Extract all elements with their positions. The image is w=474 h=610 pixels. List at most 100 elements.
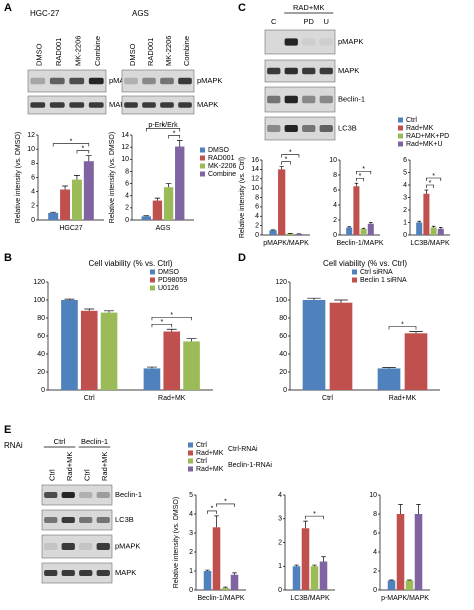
legend-swatch xyxy=(398,117,403,123)
blot-strip xyxy=(41,509,113,531)
error-bar xyxy=(165,183,172,188)
blot-band xyxy=(267,95,281,104)
blot-band xyxy=(142,102,156,108)
y-tick-label: 60 xyxy=(37,333,45,340)
y-tick-label: 3 xyxy=(189,530,193,537)
y-tick-label: 8 xyxy=(31,160,35,167)
blot-row-label: pMAPK xyxy=(115,541,140,550)
error-bar xyxy=(186,338,197,342)
bar xyxy=(60,189,71,220)
blot-band xyxy=(44,517,58,523)
blot-strip xyxy=(264,116,336,141)
legend-label: Ctrl xyxy=(196,442,207,449)
chart-title: Cell viability (% vs. Ctrl) xyxy=(88,259,172,268)
blot-band xyxy=(178,77,192,85)
blot-band xyxy=(96,492,110,498)
lane-label: MK-2206 xyxy=(74,36,83,66)
bar xyxy=(163,331,181,390)
bar xyxy=(396,514,405,590)
legend-label: Ctrl siRNA xyxy=(360,269,393,276)
y-tick-label: 10 xyxy=(27,146,35,153)
y-tick-label: 4 xyxy=(31,189,35,196)
blot-band xyxy=(61,543,75,550)
error-bar xyxy=(154,197,161,201)
blot-band xyxy=(49,102,65,108)
blot-strip xyxy=(27,69,107,93)
bar xyxy=(367,223,374,235)
error-bar xyxy=(205,569,210,571)
bar xyxy=(353,186,360,235)
bar xyxy=(310,566,319,590)
blot-band xyxy=(79,492,93,498)
blot-strip xyxy=(121,95,195,115)
bar xyxy=(48,212,59,220)
legend-label: DMSO xyxy=(158,269,180,276)
blot-band xyxy=(44,492,58,498)
blot-band xyxy=(284,67,298,75)
blot-band xyxy=(79,543,93,550)
y-tick-label: 60 xyxy=(279,333,287,340)
lane-label: Combine xyxy=(182,36,191,66)
error-bar xyxy=(176,140,183,147)
bar xyxy=(183,341,200,390)
y-tick-label: 4 xyxy=(189,511,193,518)
blot-strip xyxy=(264,59,336,83)
blot-band xyxy=(96,543,110,550)
y-tick-label: 2 xyxy=(125,205,129,212)
bar xyxy=(221,588,230,590)
y-tick-label: 0 xyxy=(403,232,407,239)
legend-swatch xyxy=(200,163,205,169)
blot-band xyxy=(302,125,316,132)
significance-label: * xyxy=(401,321,404,328)
blot-band xyxy=(30,77,46,85)
significance-bracket xyxy=(52,143,90,147)
blot-row-label: LC3B xyxy=(338,123,357,132)
blot-band xyxy=(96,570,110,576)
x-tick-label: Beclin-1/MAPK xyxy=(336,240,383,247)
lane-label: MK-2206 xyxy=(164,36,173,66)
legend-label: RAD+MK+PD xyxy=(406,133,449,140)
legend-swatch xyxy=(188,442,193,448)
bar xyxy=(423,193,430,235)
panel-label: C xyxy=(238,2,246,14)
lane-group: Ctrl xyxy=(54,437,66,446)
legend-label: Beclin 1 siRNA xyxy=(360,277,407,284)
x-tick-label: Beclin-1/MAPK xyxy=(197,595,244,602)
legend-swatch xyxy=(200,147,205,153)
y-tick-label: 100 xyxy=(33,297,45,304)
y-tick-label: 0 xyxy=(283,387,287,394)
significance-label: * xyxy=(362,166,365,173)
error-bar xyxy=(424,189,429,194)
error-bar xyxy=(166,328,177,332)
significance-bracket xyxy=(207,510,217,514)
y-axis-label: Relative intensity (vs. DMSO) xyxy=(109,132,116,223)
blot-band xyxy=(160,77,174,85)
y-tick-label: 12 xyxy=(251,176,259,183)
y-tick-label: 0 xyxy=(333,232,337,239)
blot-band xyxy=(88,102,104,108)
y-tick-label: 2 xyxy=(278,539,282,546)
legend-swatch xyxy=(352,277,357,283)
y-tick-label: 6 xyxy=(255,204,259,211)
legend-label: PD98059 xyxy=(158,277,187,284)
significance-bracket xyxy=(356,177,364,182)
error-bar xyxy=(417,220,421,223)
error-bar xyxy=(232,572,237,575)
bar xyxy=(292,566,301,590)
bar xyxy=(301,528,310,590)
y-tick-label: 20 xyxy=(279,369,287,376)
y-tick-label: 8 xyxy=(333,172,337,179)
y-tick-label: 10 xyxy=(329,157,337,164)
lane-label: Combine xyxy=(93,36,102,66)
y-tick-label: 6 xyxy=(125,180,129,187)
y-tick-label: 2 xyxy=(333,217,337,224)
panel-label: B xyxy=(4,252,12,264)
significance-bracket xyxy=(76,150,90,154)
y-tick-label: 40 xyxy=(279,351,287,358)
bar xyxy=(175,146,185,220)
blot-band xyxy=(49,77,65,85)
y-tick-label: 8 xyxy=(373,511,377,518)
y-tick-label: 2 xyxy=(31,203,35,210)
error-bar xyxy=(303,520,308,529)
